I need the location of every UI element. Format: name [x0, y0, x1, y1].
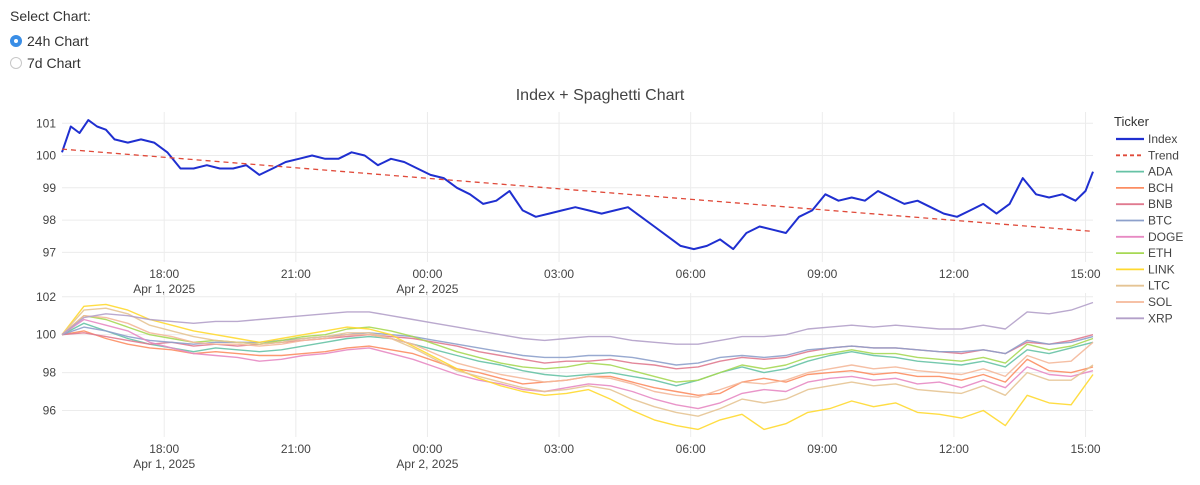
top-x-tick-label: 18:00	[149, 267, 179, 281]
bottom-y-tick-label: 98	[43, 366, 57, 380]
bottom-x-tick-label: 09:00	[807, 442, 837, 456]
series-line-sol	[61, 315, 1094, 398]
legend-label-eth: ETH	[1148, 246, 1172, 260]
legend-label-btc: BTC	[1148, 214, 1172, 228]
bottom-y-tick-label: 102	[36, 290, 56, 304]
top-x-tick-label: 12:00	[939, 267, 969, 281]
series-line-link	[61, 303, 1094, 431]
bottom-x-tick-label: 18:00	[149, 442, 179, 456]
legend-label-link: LINK	[1148, 262, 1175, 276]
bottom-y-tick-label: 100	[36, 328, 56, 342]
legend-label-ltc: LTC	[1148, 279, 1170, 293]
top-x-tick-sublabel: Apr 2, 2025	[396, 282, 458, 296]
radio-button-selected[interactable]	[10, 35, 22, 47]
bottom-x-tick-label: 03:00	[544, 442, 574, 456]
bottom-x-tick-label: 06:00	[676, 442, 706, 456]
bottom-x-tick-label: 21:00	[281, 442, 311, 456]
top-x-tick-label: 21:00	[281, 267, 311, 281]
chart-selector: Select Chart: 24h Chart 7d Chart	[10, 8, 91, 74]
top-y-tick-label: 97	[43, 245, 57, 259]
legend-label-sol: SOL	[1148, 295, 1172, 309]
top-y-tick-label: 99	[43, 181, 57, 195]
top-y-tick-label: 98	[43, 213, 57, 227]
radio-label-24h: 24h Chart	[27, 33, 89, 49]
series-line-doge	[61, 318, 1094, 410]
top-x-tick-label: 03:00	[544, 267, 574, 281]
top-x-tick-label: 06:00	[676, 267, 706, 281]
series-line-xrp	[61, 301, 1094, 345]
series-line-ada	[61, 322, 1094, 387]
bottom-x-tick-sublabel: Apr 2, 2025	[396, 457, 458, 471]
chart-title: Index + Spaghetti Chart	[516, 87, 685, 104]
legend-label-xrp: XRP	[1148, 311, 1173, 325]
legend-label-bnb: BNB	[1148, 197, 1173, 211]
selector-label: Select Chart:	[10, 8, 91, 24]
legend-label-trend: Trend	[1148, 148, 1179, 162]
bottom-x-tick-sublabel: Apr 1, 2025	[133, 457, 195, 471]
legend-title: Ticker	[1114, 114, 1150, 129]
legend-label-bch: BCH	[1148, 181, 1173, 195]
bottom-x-tick-label: 15:00	[1071, 442, 1101, 456]
bottom-y-tick-label: 96	[43, 403, 57, 417]
radio-option-24h[interactable]: 24h Chart	[10, 30, 91, 52]
top-x-tick-sublabel: Apr 1, 2025	[133, 282, 195, 296]
bottom-x-tick-label: 00:00	[412, 442, 442, 456]
top-x-tick-label: 00:00	[412, 267, 442, 281]
radio-label-7d: 7d Chart	[27, 55, 81, 71]
radio-button-unselected[interactable]	[10, 57, 22, 69]
top-x-tick-label: 09:00	[807, 267, 837, 281]
top-y-tick-label: 101	[36, 116, 56, 130]
legend: Ticker Index Trend ADA BCH BNB BTC DOGE ETH LINK L…	[1114, 114, 1183, 325]
series-line-index	[61, 119, 1094, 251]
radio-option-7d[interactable]: 7d Chart	[10, 52, 91, 74]
series-line-trend	[61, 148, 1094, 233]
legend-label-ada: ADA	[1148, 165, 1173, 179]
bottom-x-tick-label: 12:00	[939, 442, 969, 456]
legend-label-doge: DOGE	[1148, 230, 1183, 244]
top-y-tick-label: 100	[36, 149, 56, 163]
legend-label-index: Index	[1148, 132, 1177, 146]
series-line-ltc	[61, 307, 1094, 417]
top-x-tick-label: 15:00	[1071, 267, 1101, 281]
